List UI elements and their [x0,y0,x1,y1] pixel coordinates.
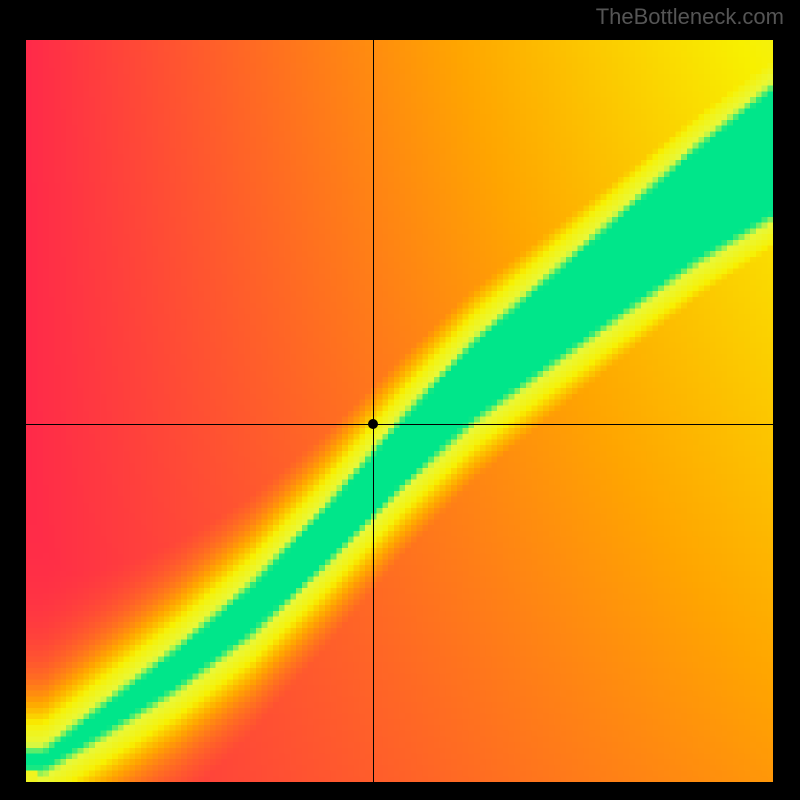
crosshair-vertical [373,40,374,782]
crosshair-horizontal [26,424,773,425]
watermark-text: TheBottleneck.com [596,4,784,30]
chart-container: TheBottleneck.com [0,0,800,800]
crosshair-marker [368,419,378,429]
plot-area [26,40,773,782]
heatmap-canvas [26,40,773,782]
